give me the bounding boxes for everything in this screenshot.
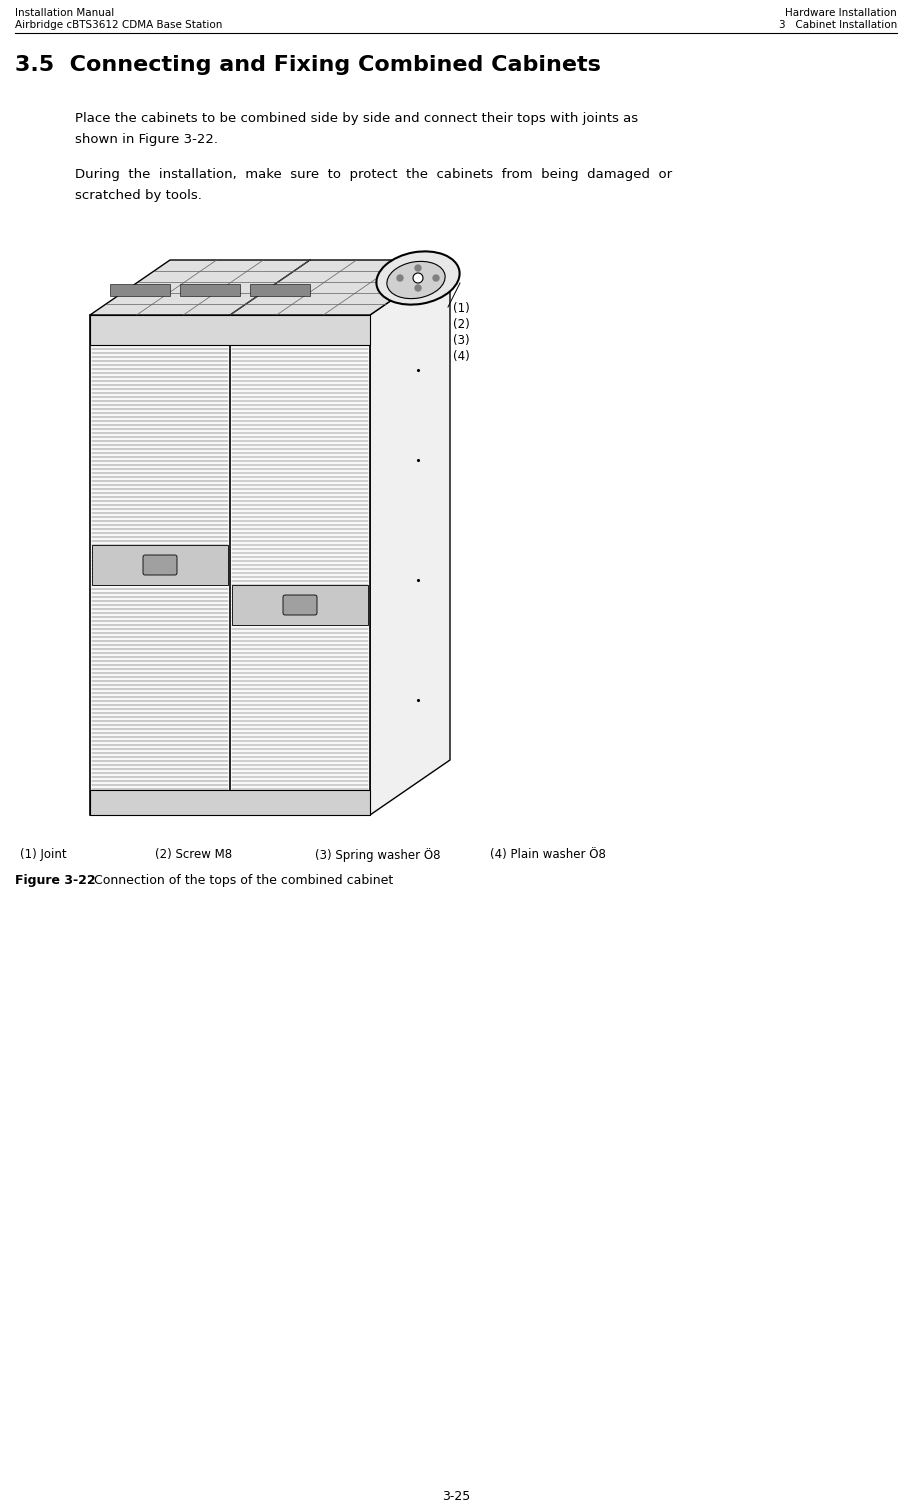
Bar: [90, 314, 370, 814]
Ellipse shape: [386, 261, 445, 299]
Text: 3   Cabinet Installation: 3 Cabinet Installation: [778, 20, 896, 30]
Bar: [231, 585, 368, 626]
Text: (4): (4): [453, 351, 469, 363]
Circle shape: [415, 264, 421, 270]
Text: Airbridge cBTS3612 CDMA Base Station: Airbridge cBTS3612 CDMA Base Station: [15, 20, 222, 30]
Text: scratched by tools.: scratched by tools.: [75, 189, 201, 202]
Text: (3) Spring washer Ö8: (3) Spring washer Ö8: [314, 848, 440, 861]
Polygon shape: [370, 260, 449, 814]
Text: 3-25: 3-25: [442, 1490, 469, 1503]
Text: (4) Plain washer Ö8: (4) Plain washer Ö8: [489, 848, 605, 861]
Circle shape: [396, 275, 403, 281]
Text: (2) Screw M8: (2) Screw M8: [155, 848, 232, 861]
Text: Place the cabinets to be combined side by side and connect their tops with joint: Place the cabinets to be combined side b…: [75, 112, 638, 125]
Text: (3): (3): [453, 334, 469, 348]
Bar: [250, 284, 310, 296]
Bar: [179, 284, 240, 296]
Bar: [92, 545, 228, 585]
Circle shape: [413, 273, 423, 283]
Bar: [90, 314, 370, 345]
Text: Connection of the tops of the combined cabinet: Connection of the tops of the combined c…: [89, 873, 393, 887]
FancyBboxPatch shape: [282, 595, 317, 615]
Text: (1): (1): [453, 302, 469, 314]
Text: Hardware Installation: Hardware Installation: [784, 8, 896, 18]
Ellipse shape: [376, 251, 459, 305]
Text: (2): (2): [453, 317, 469, 331]
Polygon shape: [90, 260, 449, 314]
Bar: [90, 790, 370, 814]
Text: 3.5  Connecting and Fixing Combined Cabinets: 3.5 Connecting and Fixing Combined Cabin…: [15, 54, 600, 76]
FancyBboxPatch shape: [143, 555, 177, 576]
Text: shown in Figure 3-22.: shown in Figure 3-22.: [75, 133, 218, 147]
Circle shape: [433, 275, 438, 281]
Circle shape: [415, 286, 421, 292]
Text: (1) Joint: (1) Joint: [20, 848, 67, 861]
Bar: [110, 284, 169, 296]
Text: During  the  installation,  make  sure  to  protect  the  cabinets  from  being : During the installation, make sure to pr…: [75, 168, 671, 181]
Text: Figure 3-22: Figure 3-22: [15, 873, 96, 887]
Text: Installation Manual: Installation Manual: [15, 8, 114, 18]
